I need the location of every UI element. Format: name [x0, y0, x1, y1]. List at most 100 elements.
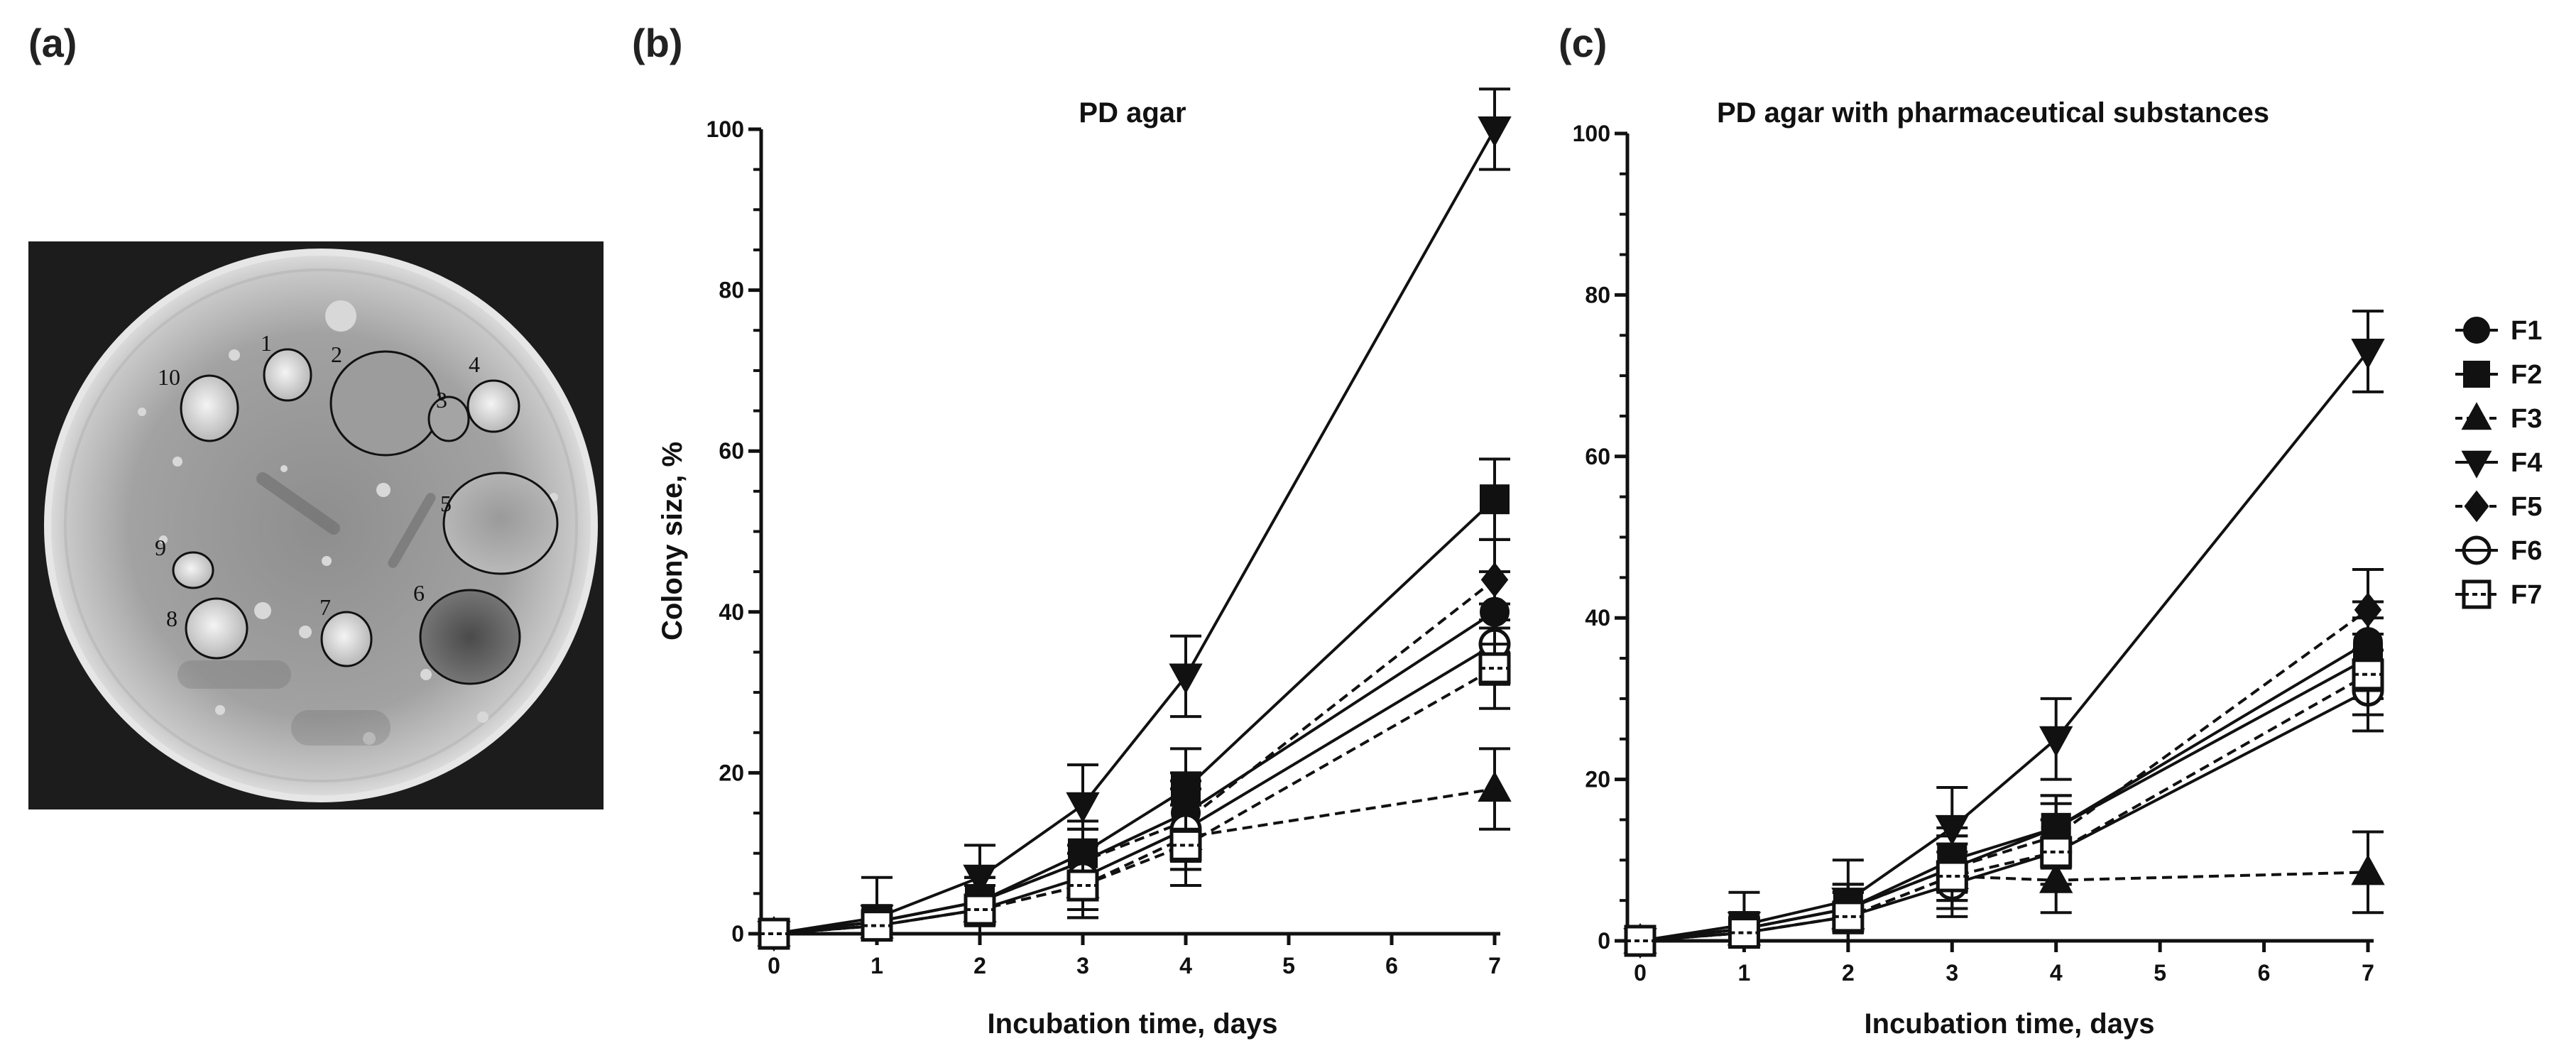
panel-label-a: (a): [28, 21, 77, 65]
panel-label-c: (c): [1559, 21, 1607, 65]
chart-b-point-F4-7: [1478, 116, 1512, 148]
chart-c-point-F4-4: [2039, 726, 2073, 757]
colony-number-7: 7: [320, 594, 331, 620]
colony-number-8: 8: [166, 606, 178, 631]
chart-c-xtick-label-6: 6: [2258, 960, 2271, 986]
colony-number-4: 4: [469, 351, 480, 377]
colony-1: [263, 348, 312, 402]
chart-b-series-F7: [758, 626, 1511, 950]
colony-number-6: 6: [413, 580, 425, 606]
colony-number-2: 2: [331, 342, 342, 367]
chart-c-ytick-label-40: 40: [1585, 605, 1610, 631]
colony-number-1: 1: [261, 330, 272, 356]
chart-c-point-F4-7: [2351, 338, 2385, 370]
chart-b-line-F1: [773, 611, 1496, 935]
legend-item-F2: F2: [2455, 360, 2542, 390]
chart-b-ytick-label-40: 40: [719, 599, 744, 625]
chart-c-point-F4-3: [1935, 814, 1969, 846]
chart-c-ytick-label-80: 80: [1585, 282, 1610, 307]
chart-b-xtick-label-2: 2: [973, 953, 986, 978]
legend-item-F5: F5: [2455, 490, 2542, 523]
chart-b-line-F2: [773, 498, 1496, 935]
chart-c-ytick-label-60: 60: [1585, 444, 1610, 469]
legend-item-F1: F1: [2455, 316, 2542, 346]
chart-b-series-F6: [758, 602, 1511, 950]
chart-b-ytick-label-0: 0: [731, 921, 744, 947]
colony-number-10: 10: [158, 364, 180, 390]
colony-9: [172, 551, 214, 589]
chart-b-point-F5-7: [1480, 562, 1509, 598]
chart-b-ytick-label-20: 20: [719, 760, 744, 785]
chart-c-xtick-label-7: 7: [2362, 960, 2374, 986]
chart-c-point-F5-7: [2354, 592, 2382, 628]
chart-c-ytick-label-20: 20: [1585, 767, 1610, 792]
chart-c-title: PD agar with pharmaceutical substances: [1717, 97, 2269, 129]
chart-c-ytick-label-100: 100: [1573, 121, 1610, 146]
colony-10: [180, 374, 239, 442]
chart-c-series-F6: [1624, 648, 2384, 957]
chart-c-line-F6: [1639, 689, 2369, 942]
legend-marker-F4: [2461, 450, 2492, 479]
chart-b-xlabel: Incubation time, days: [988, 1008, 1278, 1040]
chart-c-xtick-label-5: 5: [2154, 960, 2166, 986]
colony-5: [442, 471, 559, 575]
chart-c-series-F1: [1625, 600, 2384, 956]
colony-8: [185, 597, 249, 660]
chart-c-line-F5: [1639, 609, 2369, 942]
chart-b-xtick-label-6: 6: [1385, 953, 1398, 978]
panel-label-b: (b): [632, 21, 683, 65]
chart-c-point-F3-7: [2351, 854, 2385, 885]
colony-number-5: 5: [440, 491, 452, 516]
chart-panel-c: PD agar with pharmaceutical substances I…: [1573, 97, 2385, 1040]
legend-label-F1: F1: [2511, 316, 2542, 346]
chart-b-series-F1: [759, 570, 1510, 949]
chart-b-ytick-label-60: 60: [719, 438, 744, 464]
chart-b-axes: 0 20 40 60 80 100 0 1 2 3 4 5 6 7: [706, 116, 1501, 978]
chart-c-xtick-label-4: 4: [2050, 960, 2063, 986]
dish-inner-rim: [64, 268, 578, 782]
chart-b-xtick-label-3: 3: [1076, 953, 1089, 978]
chart-b-title: PD agar: [1079, 97, 1186, 129]
colony-number-labels: 1 2 3 4 5 6 7 8 9 10: [155, 330, 480, 631]
chart-c-line-F2: [1639, 657, 2369, 942]
chart-b-series: [757, 87, 1512, 952]
legend-label-F3: F3: [2511, 404, 2542, 434]
chart-b-series-F5: [760, 538, 1510, 951]
legend-item-F3: F3: [2455, 402, 2542, 434]
legend-label-F6: F6: [2511, 536, 2542, 566]
chart-panel-b: PD agar Incubation time, days Colony siz…: [657, 87, 1512, 1040]
legend-label-F2: F2: [2511, 360, 2542, 390]
legend-label-F4: F4: [2511, 448, 2542, 478]
chart-b-ytick-label-100: 100: [706, 116, 744, 142]
colony-2: [329, 350, 442, 457]
chart-b-xtick-label-4: 4: [1179, 953, 1192, 978]
chart-b-ytick-label-80: 80: [719, 278, 744, 303]
legend-item-F7: F7: [2455, 579, 2542, 610]
chart-b-point-F4-4: [1169, 663, 1203, 694]
chart-c-xtick-label-2: 2: [1842, 960, 1855, 986]
chart-c-line-F7: [1639, 673, 2369, 942]
chart-c-series-F5: [1626, 567, 2384, 959]
chart-b-ylabel: Colony size, %: [657, 442, 688, 640]
legend-marker-F1: [2463, 317, 2490, 344]
legend-marker-F2: [2463, 361, 2490, 388]
chart-c-series-F7: [1624, 632, 2384, 957]
chart-b-line-F7: [773, 667, 1495, 935]
colony-outlines: [172, 348, 559, 685]
colony-3: [427, 396, 470, 442]
legend-item-F4: F4: [2455, 448, 2542, 479]
chart-c-xtick-label-1: 1: [1738, 960, 1751, 986]
colony-number-3: 3: [436, 387, 447, 413]
colony-4: [466, 379, 520, 433]
chart-b-xtick-label-1: 1: [871, 953, 883, 978]
chart-c-xtick-label-3: 3: [1945, 960, 1958, 986]
legend-label-F7: F7: [2511, 580, 2542, 610]
chart-c-line-F4: [1639, 350, 2369, 942]
colony-6: [419, 589, 521, 685]
legend: F1 F2 F3 F4 F5 F6 F7: [2455, 316, 2542, 610]
chart-c-series-F2: [1625, 616, 2384, 956]
legend-marker-F3: [2461, 402, 2492, 430]
chart-b-point-F3-7: [1478, 770, 1512, 802]
chart-b-xtick-label-0: 0: [768, 953, 780, 978]
